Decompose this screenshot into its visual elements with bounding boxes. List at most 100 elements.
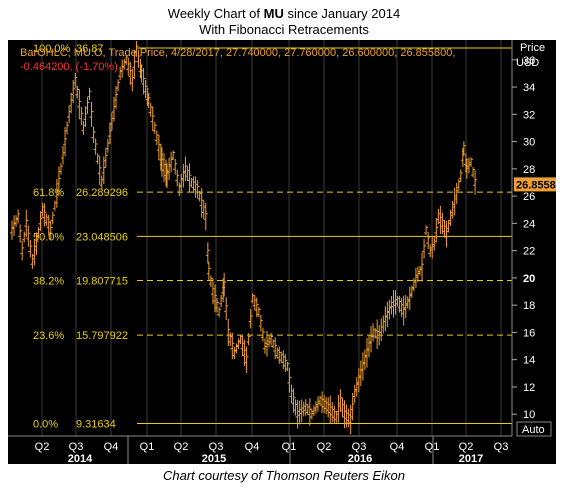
quarter-label: Q4	[245, 441, 260, 453]
ohlc-bar	[422, 238, 427, 259]
ohlc-bar	[461, 141, 466, 156]
ohlc-bar	[107, 122, 112, 145]
ohlc-bar	[141, 67, 146, 95]
ohlc-bar	[146, 93, 151, 108]
ohlc-bar	[473, 170, 478, 195]
ohlc-bar	[426, 231, 431, 249]
price-tick-label: 20	[523, 273, 535, 285]
ohlc-bar	[199, 188, 204, 218]
ohlc-bar	[244, 346, 249, 374]
fibonacci-levels: 100.0% 36.87 61.8% 26.289296 50.0% 23.048506 3…	[33, 43, 512, 431]
ohlc-bar	[95, 153, 100, 164]
price-tick-label: 10	[523, 409, 535, 421]
ohlc-bar	[103, 148, 108, 168]
ohlc-bar	[48, 220, 53, 240]
ohlc-bar	[215, 297, 220, 313]
quarter-label: Q4	[390, 441, 405, 453]
fib-value: 26.289296	[76, 187, 128, 199]
price-tick-label: 24	[523, 218, 535, 230]
price-tick-label: 18	[523, 300, 535, 312]
price-tick-label: 12	[523, 382, 535, 394]
ohlc-bar	[205, 242, 210, 264]
price-bars	[10, 41, 478, 435]
ohlc-bar	[143, 79, 148, 99]
ohlc-bar	[469, 157, 473, 167]
ohlc-bar	[28, 240, 33, 258]
quarter-label: Q1	[282, 441, 297, 453]
quarter-label: Q1	[140, 441, 155, 453]
ohlc-bar	[71, 80, 76, 104]
year-label: 2016	[348, 453, 372, 465]
ohlc-bar	[93, 138, 98, 155]
legend-line-2: -0.464200, (-1.70%)	[20, 61, 118, 73]
ohlc-bar	[222, 272, 227, 297]
ohlc-bar	[101, 156, 106, 184]
price-tick-label: 22	[523, 246, 535, 258]
legend-line-1: BarOHLC, MU.O, Trade Price, 4/28/2017, 2…	[20, 47, 455, 59]
ohlc-bar	[77, 89, 82, 119]
ohlc-bar	[124, 54, 129, 65]
ohlc-bar	[38, 211, 43, 231]
ohlc-bar	[18, 224, 23, 243]
ohlc-bar	[91, 126, 96, 143]
axis-unit: USD	[516, 57, 539, 69]
ohlc-bar	[285, 361, 290, 372]
quarter-label: Q2	[459, 441, 474, 453]
fib-value: 15.797922	[76, 330, 128, 342]
ohlc-bar	[208, 275, 213, 288]
ohlc-bar	[85, 97, 90, 114]
ohlc-bar	[65, 121, 70, 135]
auto-scale-label: Auto	[522, 424, 545, 436]
ohlc-bar	[114, 85, 119, 109]
ohlc-bar	[24, 209, 29, 238]
ohlc-bar	[26, 225, 31, 247]
ohlc-bar	[79, 106, 84, 126]
price-axis: 10 12 14 16 18 20 22 24 26 28 30 32 34 36 26.8558	[511, 40, 556, 436]
ohlc-bar	[42, 203, 47, 227]
ohlc-bar	[87, 87, 92, 100]
ohlc-bar	[350, 392, 355, 421]
ohlc-bar	[248, 309, 253, 329]
ohlc-bar	[150, 106, 155, 132]
quarter-label: Q2	[35, 441, 50, 453]
ohlc-bar	[136, 49, 141, 68]
ohlc-bar	[203, 202, 208, 231]
chart-credit: Chart courtesy of Thomson Reuters Eikon	[162, 468, 406, 483]
quarter-label: Q3	[209, 441, 224, 453]
quarter-label: Q1	[425, 441, 440, 453]
ohlc-bar	[16, 209, 21, 224]
ohlc-bar	[63, 127, 68, 157]
quarter-label: Q2	[317, 441, 332, 453]
axis-title-price: Price	[520, 42, 545, 54]
auto-scale-button[interactable]	[516, 421, 552, 437]
fib-label: 61.8%	[33, 187, 64, 199]
fib-value: 19.807715	[76, 276, 128, 288]
fib-label: 0.0%	[33, 419, 58, 431]
ohlc-bar	[260, 327, 265, 342]
ohlc-bar	[287, 367, 292, 393]
chart-subtitle: With Fibonacci Retracements	[199, 22, 369, 37]
ohlc-bar	[116, 79, 121, 92]
price-tick-label: 16	[523, 327, 535, 339]
price-tick-label: 30	[523, 137, 535, 149]
ohlc-bar	[187, 163, 192, 193]
fib-value: 23.048506	[76, 231, 128, 243]
ohlc-bar	[217, 307, 222, 317]
price-tick-label: 36	[523, 55, 535, 67]
quarter-label: Q4	[104, 441, 119, 453]
price-tick-label: 28	[523, 164, 535, 176]
quarter-label: Q3	[69, 441, 84, 453]
ohlc-bar	[256, 306, 261, 318]
ohlc-bar	[56, 166, 61, 196]
fib-label: 50.0%	[33, 231, 64, 243]
quarter-label: Q3	[494, 441, 509, 453]
chart-title-ticker: MU	[263, 6, 284, 21]
ohlc-bar	[283, 354, 288, 372]
ohlc-bar	[134, 41, 139, 57]
ohlc-bar	[246, 333, 251, 346]
ohlc-bar	[206, 261, 211, 281]
ohlc-bar	[83, 106, 88, 127]
chart-background	[8, 40, 556, 464]
ohlc-bar	[132, 50, 137, 80]
